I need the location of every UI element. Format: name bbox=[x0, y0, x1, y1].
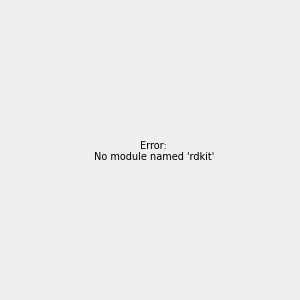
Text: Error:
No module named 'rdkit': Error: No module named 'rdkit' bbox=[94, 141, 214, 162]
